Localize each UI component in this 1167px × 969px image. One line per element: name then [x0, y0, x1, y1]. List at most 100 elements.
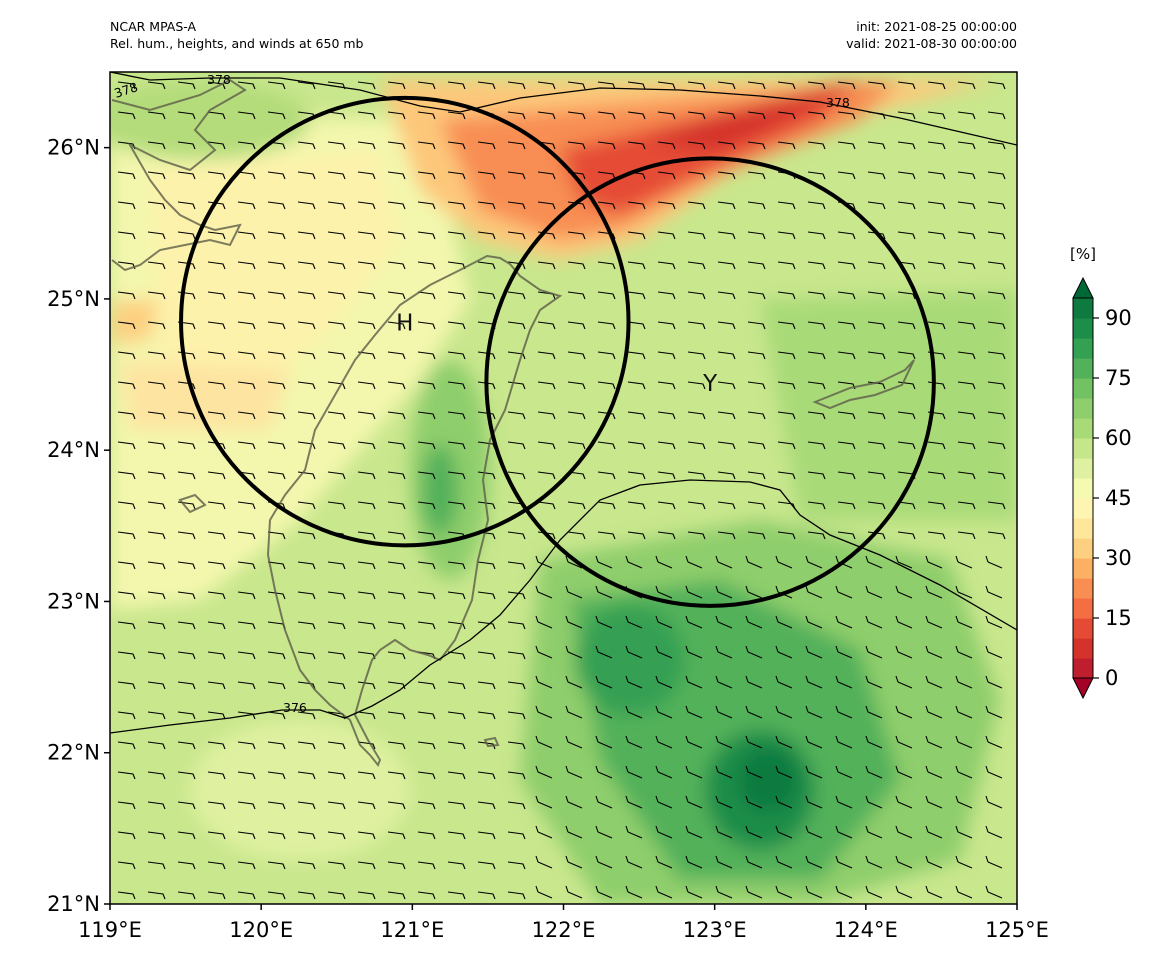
wind-barb: [957, 141, 976, 150]
wind-barb: [747, 171, 766, 180]
wind-barb: [747, 201, 766, 210]
wind-barb: [267, 741, 286, 750]
wind-barb: [805, 885, 823, 899]
wind-barb: [955, 855, 973, 869]
wind-barb: [655, 645, 673, 659]
wind-barb: [507, 891, 526, 900]
colorbar-bin: [1073, 578, 1093, 599]
field-description: Rel. hum., heights, and winds at 650 mb: [110, 36, 364, 51]
wind-barb: [627, 81, 646, 90]
wind-barb: [447, 471, 466, 480]
wind-barb: [447, 231, 466, 240]
wind-barb: [207, 681, 226, 690]
colorbar-bin: [1073, 478, 1093, 499]
wind-barb: [537, 171, 556, 180]
colorbar-tick-label: 30: [1105, 546, 1132, 570]
wind-barb: [867, 441, 886, 450]
wind-barb: [685, 825, 703, 839]
wind-barb: [417, 771, 436, 780]
wind-barb: [565, 615, 583, 629]
wind-barb: [687, 471, 706, 480]
wind-barb: [895, 735, 913, 749]
wind-barb: [807, 231, 826, 240]
wind-barb: [267, 291, 286, 300]
wind-barb: [387, 561, 406, 570]
wind-barb: [687, 531, 706, 540]
wind-barb: [447, 591, 466, 600]
wind-barb: [117, 351, 136, 360]
wind-barb: [807, 411, 826, 420]
colorbar-bin: [1073, 618, 1093, 639]
wind-barb: [297, 741, 316, 750]
wind-barb: [745, 705, 763, 719]
wind-barb: [657, 471, 676, 480]
wind-barb: [655, 585, 673, 599]
wind-barb: [865, 705, 883, 719]
wind-barb: [387, 651, 406, 660]
wind-barb: [477, 81, 496, 90]
wind-barb: [565, 705, 583, 719]
wind-barb: [775, 705, 793, 719]
wind-barb: [327, 261, 346, 270]
wind-barb: [687, 351, 706, 360]
wind-barb: [597, 231, 616, 240]
wind-barb: [837, 111, 856, 120]
wind-barb: [387, 81, 406, 90]
wind-barb: [807, 201, 826, 210]
wind-barb: [147, 741, 166, 750]
wind-barb: [987, 441, 1006, 450]
wind-barb: [985, 615, 1003, 629]
wind-barb: [625, 885, 643, 899]
wind-barb: [625, 825, 643, 839]
wind-barb: [657, 411, 676, 420]
wind-barb: [627, 231, 646, 240]
contour-label-378-c: 378: [826, 95, 850, 110]
wind-barb: [627, 351, 646, 360]
wind-barb: [837, 531, 856, 540]
wind-barb: [327, 471, 346, 480]
wind-barb: [147, 141, 166, 150]
contour-label-376: 376: [283, 700, 307, 715]
wind-barb: [387, 621, 406, 630]
wind-barb: [685, 855, 703, 869]
wind-barb: [535, 765, 553, 779]
wind-barb: [987, 231, 1006, 240]
wind-barb: [987, 81, 1006, 90]
wind-barb: [297, 501, 316, 510]
wind-barb: [147, 411, 166, 420]
wind-barb: [835, 765, 853, 779]
wind-barb: [955, 825, 973, 839]
wind-barb: [237, 501, 256, 510]
wind-barb: [747, 111, 766, 120]
wind-barb: [897, 411, 916, 420]
wind-barb: [777, 351, 796, 360]
wind-barb: [625, 615, 643, 629]
wind-barb: [955, 735, 973, 749]
wind-barb: [177, 741, 196, 750]
wind-barb: [955, 645, 973, 659]
x-tick-label: 121°E: [380, 918, 444, 942]
wind-barb: [117, 741, 136, 750]
wind-barb: [535, 705, 553, 719]
wind-barb: [627, 471, 646, 480]
wind-barb: [987, 261, 1006, 270]
wind-barb: [357, 411, 376, 420]
wind-barb: [925, 705, 943, 719]
wind-barb: [657, 501, 676, 510]
wind-barb: [685, 795, 703, 809]
wind-barb: [597, 291, 616, 300]
wind-barb: [417, 861, 436, 870]
wind-barb: [477, 621, 496, 630]
wind-barb: [267, 411, 286, 420]
wind-barb: [895, 555, 913, 569]
wind-barb: [747, 411, 766, 420]
wind-barb: [597, 321, 616, 330]
china-coastline: [111, 78, 247, 272]
wind-barb: [477, 711, 496, 720]
wind-barb: [147, 771, 166, 780]
circle-h: [179, 95, 631, 548]
wind-barb: [417, 561, 436, 570]
wind-barb: [747, 81, 766, 90]
wind-barb: [177, 591, 196, 600]
wind-barb: [447, 81, 466, 90]
